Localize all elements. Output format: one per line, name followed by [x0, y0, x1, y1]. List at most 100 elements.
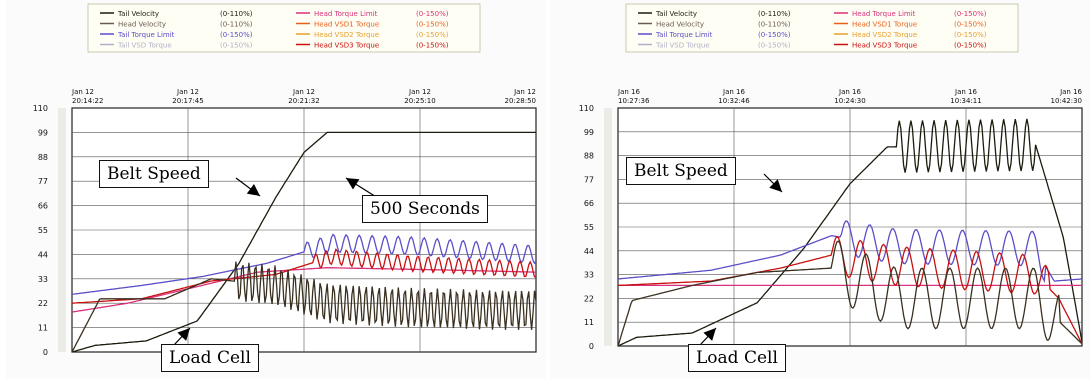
- annotation-500-seconds: 500 Seconds: [362, 195, 488, 223]
- legend-label: Tail Torque Limit: [655, 31, 713, 39]
- x-tick-time: 20:28:50: [505, 97, 536, 105]
- series-line-head-vsd-torque: [71, 248, 537, 304]
- y-tick-label: 99: [38, 128, 48, 137]
- annotation-arrow-head: [246, 184, 260, 196]
- series-line-belt-speed: [71, 131, 536, 353]
- legend-box: [87, 3, 481, 53]
- y-tick-label: 88: [38, 153, 48, 162]
- y-tick-label: 22: [38, 299, 48, 308]
- x-tick-date: Jan 16: [617, 88, 640, 96]
- x-tick-date: Jan 12: [408, 88, 431, 96]
- chart-panel-left: Tail Velocity (0-110%) Head Velocity (0-110…: [6, 0, 546, 379]
- y-tick-label: 110: [33, 104, 48, 113]
- legend-range: (0-110%): [220, 10, 253, 18]
- legend-label: Head VSD3 Torque: [314, 42, 379, 50]
- x-tick-time: 20:14:22: [72, 97, 103, 105]
- annotation-load-cell: Load Cell: [688, 344, 786, 372]
- legend-label: Tail Velocity: [117, 10, 159, 18]
- legend-label: Head Torque Limit: [314, 10, 378, 18]
- y-tick-label: 77: [584, 175, 594, 184]
- chart-left-svg: Tail Velocity (0-110%) Head Velocity (0-110…: [33, 3, 537, 357]
- legend-range: (0-150%): [416, 10, 449, 18]
- chart-right-svg: Tail Velocity (0-110%) Head Velocity (0-110…: [579, 3, 1083, 351]
- x-tick-time: 20:25:10: [404, 97, 435, 105]
- series-line-head-torque-limit: [71, 267, 536, 313]
- legend-range: (0-150%): [758, 42, 791, 50]
- y-tick-label: 44: [38, 250, 48, 259]
- annotation-belt-speed: Belt Speed: [99, 160, 209, 188]
- y-tick-label: 66: [38, 202, 48, 211]
- legend-range: (0-110%): [758, 10, 791, 18]
- y-tick-label: 0: [589, 342, 594, 351]
- y-tick-label: 0: [43, 348, 48, 357]
- y-tick-label: 99: [584, 128, 594, 137]
- legend-range: (0-150%): [220, 31, 253, 39]
- legend-range: (0-150%): [416, 31, 449, 39]
- y-scroll-strip: [604, 108, 612, 346]
- legend-label: Head VSD3 Torque: [852, 42, 917, 50]
- legend-label: Head Torque Limit: [852, 10, 916, 18]
- legend-range: (0-110%): [220, 21, 253, 29]
- legend-label: Tail Velocity: [655, 10, 697, 18]
- legend-label: Tail Torque Limit: [117, 31, 175, 39]
- y-tick-label: 110: [579, 104, 594, 113]
- y-tick-label: 55: [584, 223, 594, 232]
- chart-panel-right: Tail Velocity (0-110%) Head Velocity (0-110…: [550, 0, 1090, 379]
- legend-label: Tail VSD Torque: [655, 42, 710, 50]
- legend-range: (0-150%): [416, 42, 449, 50]
- annotation-arrow-head: [346, 178, 360, 190]
- x-tick-time: 10:32:46: [718, 97, 750, 105]
- x-tick-date: Jan 12: [292, 88, 315, 96]
- annotation-arrow-head: [177, 328, 190, 341]
- series-line-tail-torque-limit: [71, 233, 537, 295]
- series-line-tail-torque-limit: [617, 220, 1083, 284]
- y-tick-label: 44: [584, 247, 594, 256]
- x-tick-date: Jan 12: [176, 88, 199, 96]
- annotation-arrow-head: [703, 328, 716, 341]
- legend-range: (0-150%): [954, 42, 987, 50]
- legend-label: Tail VSD Torque: [117, 42, 172, 50]
- legend-label: Head Velocity: [656, 21, 704, 29]
- y-tick-label: 33: [584, 271, 594, 280]
- series-line-load-cell: [617, 240, 1083, 347]
- y-tick-label: 88: [584, 152, 594, 161]
- x-tick-time: 10:27:36: [618, 97, 650, 105]
- legend-range: (0-150%): [954, 10, 987, 18]
- series-line-load-cell: [71, 261, 537, 353]
- legend-label: Head Velocity: [118, 21, 166, 29]
- y-scroll-strip: [58, 108, 66, 352]
- legend-label: Head VSD2 Torque: [852, 31, 917, 39]
- series-line-belt-speed: [617, 118, 1083, 347]
- x-tick-date: Jan 12: [513, 88, 536, 96]
- legend-label: Head VSD1 Torque: [852, 21, 917, 29]
- legend-range: (0-150%): [220, 42, 253, 50]
- y-tick-label: 22: [584, 294, 594, 303]
- legend-range: (0-150%): [416, 21, 449, 29]
- x-tick-time: 20:21:32: [288, 97, 319, 105]
- y-tick-label: 11: [38, 324, 48, 333]
- legend-label: Head VSD1 Torque: [314, 21, 379, 29]
- annotation-belt-speed: Belt Speed: [626, 157, 736, 185]
- x-tick-time: 10:24:30: [834, 97, 865, 105]
- legend-range: (0-150%): [954, 21, 987, 29]
- annotation-arrow-head: [769, 179, 782, 192]
- y-tick-label: 33: [38, 275, 48, 284]
- x-tick-time: 10:42:30: [1051, 97, 1082, 105]
- legend-range: (0-110%): [758, 21, 791, 29]
- legend-range: (0-150%): [758, 31, 791, 39]
- x-tick-time: 20:17:45: [172, 97, 203, 105]
- y-tick-label: 55: [38, 226, 48, 235]
- y-tick-label: 11: [584, 318, 594, 327]
- x-tick-date: Jan 16: [1059, 88, 1082, 96]
- legend-box: [625, 3, 1019, 53]
- legend-range: (0-150%): [954, 31, 987, 39]
- y-tick-label: 77: [38, 177, 48, 186]
- x-tick-date: Jan 16: [722, 88, 745, 96]
- x-tick-date: Jan 16: [954, 88, 977, 96]
- legend-label: Head VSD2 Torque: [314, 31, 379, 39]
- annotation-load-cell: Load Cell: [161, 344, 259, 372]
- x-tick-date: Jan 16: [838, 88, 861, 96]
- x-tick-date: Jan 12: [71, 88, 94, 96]
- y-tick-label: 66: [584, 199, 594, 208]
- x-tick-time: 10:34:11: [950, 97, 981, 105]
